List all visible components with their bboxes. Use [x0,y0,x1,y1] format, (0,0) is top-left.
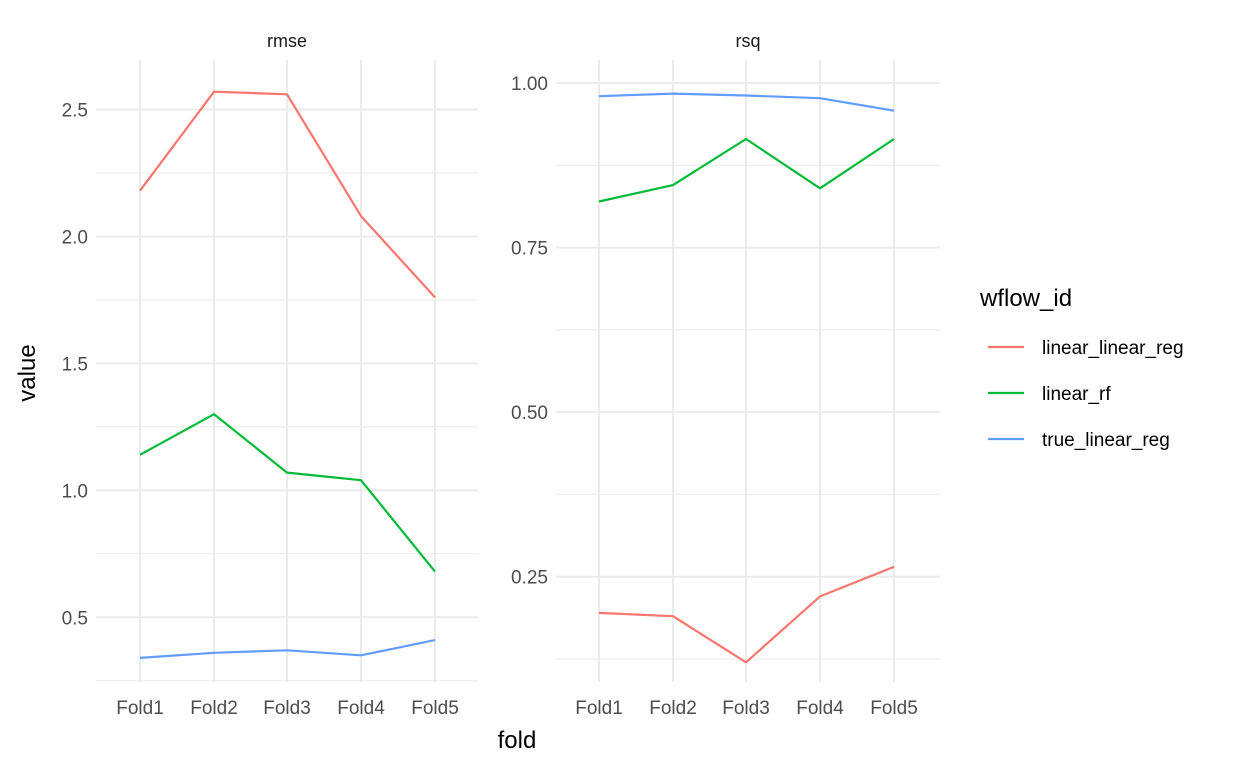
legend-label: true_linear_reg [1042,430,1170,451]
series-line-linear-rf [598,137,895,203]
y-tick-label: 1.5 [62,354,88,375]
series-line-true-linear-reg [598,92,895,112]
panels-layer: 0.5 1.0 1.5 2.0 2.5 Fold1 Fold2 Fold3 Fold4 Fold5… [62,31,940,719]
legend-entry: linear_linear_reg [988,338,1184,359]
x-tick-label: Fold5 [870,698,918,719]
series-line-linear-linear-reg [139,90,436,299]
x-tick-label: Fold5 [411,698,459,719]
y-tick-label: 2.5 [62,101,88,122]
panel-rsq: 0.25 0.50 0.75 1.00 Fold1 Fold2 Fold3 Fold4 Fold… [511,31,940,719]
facet-strip-label: rsq [735,31,760,51]
x-tick-label: Fold1 [116,698,164,719]
panel-rmse: 0.5 1.0 1.5 2.0 2.5 Fold1 Fold2 Fold3 Fold4 Fold5… [62,31,478,719]
x-tick-label: Fold3 [722,698,770,719]
x-tick-label: Fold1 [575,698,623,719]
y-axis-title: value [14,344,41,401]
legend-entry: linear_rf [988,384,1111,405]
series-line-linear-rf [139,413,436,573]
legend: wflow_id linear_linear_reg linear_rf true_… [979,285,1184,451]
x-axis-title: fold [498,727,537,754]
x-tick-label: Fold4 [337,698,385,719]
y-tick-label: 0.5 [62,608,88,629]
legend-label: linear_linear_reg [1042,338,1184,359]
x-tick-label: Fold3 [263,698,311,719]
y-tick-label: 2.0 [62,227,88,248]
x-tick-label: Fold2 [649,698,697,719]
x-tick-label: Fold4 [796,698,844,719]
legend-entry: true_linear_reg [988,430,1170,451]
y-tick-label: 0.75 [511,239,548,260]
y-tick-label: 0.25 [511,568,548,589]
series-line-linear-linear-reg [598,565,895,664]
legend-title: wflow_id [979,285,1072,312]
y-tick-label: 1.00 [511,74,548,95]
y-tick-label: 0.50 [511,403,548,424]
facet-strip-label: rmse [267,31,307,51]
series-line-true-linear-reg [139,639,436,659]
y-tick-label: 1.0 [62,481,88,502]
x-tick-label: Fold2 [190,698,238,719]
legend-label: linear_rf [1042,384,1111,405]
legend-entries: linear_linear_reg linear_rf true_linear_re… [988,338,1184,451]
